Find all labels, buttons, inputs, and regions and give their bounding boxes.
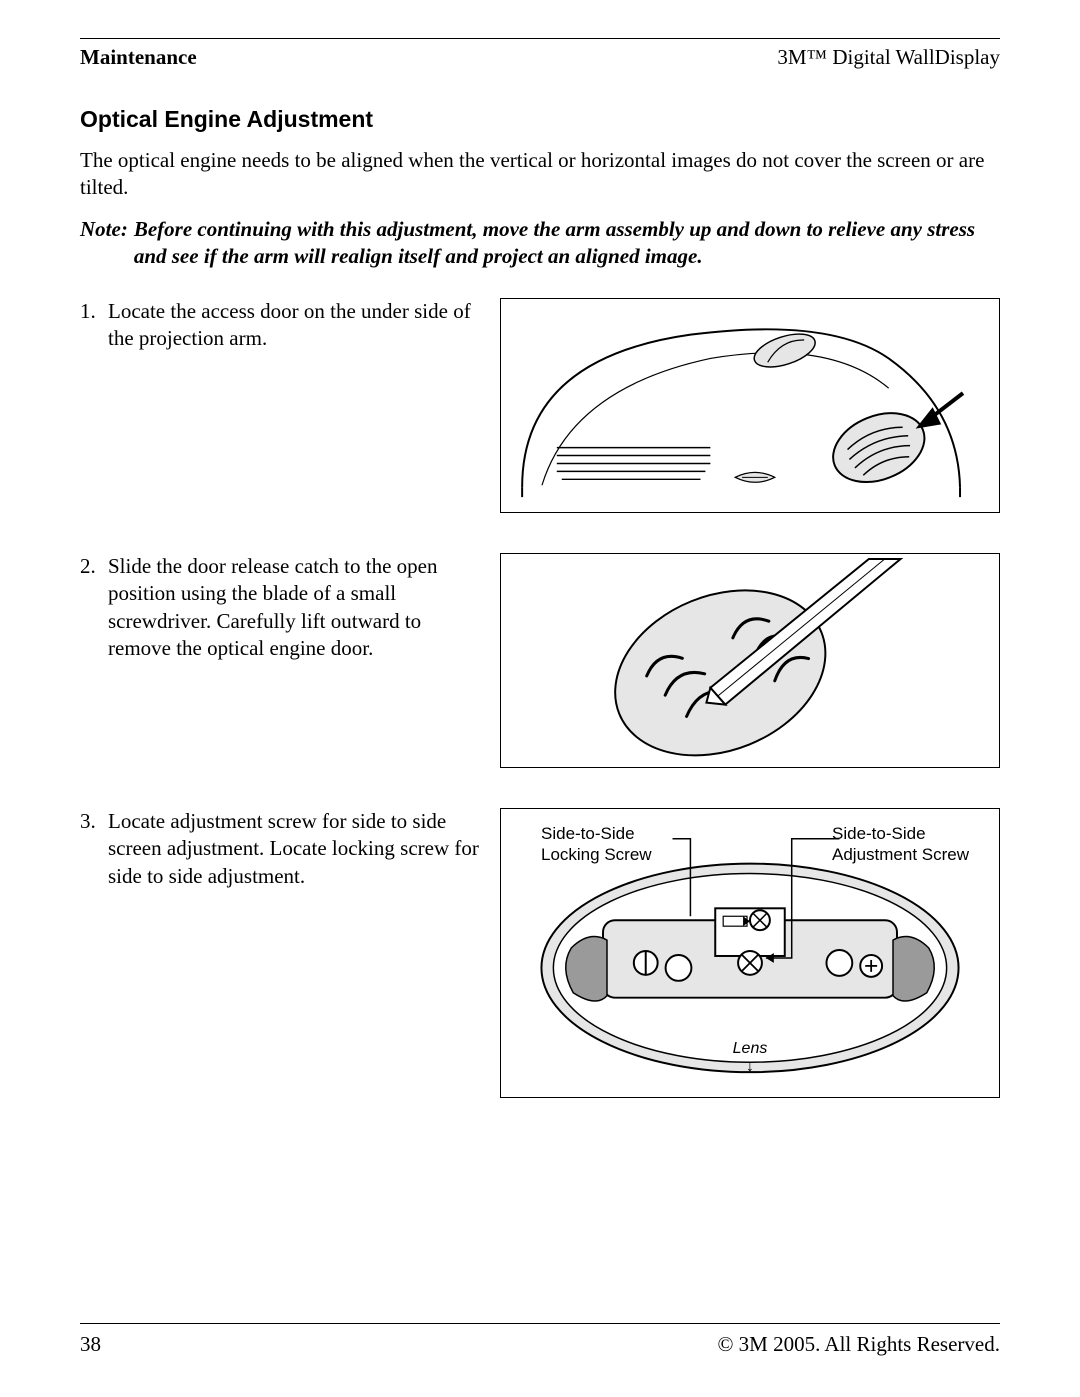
note-block: Note: Before continuing with this adjust…: [80, 216, 1000, 271]
figure-3: Side-to-Side Locking Screw Side-to-Side …: [500, 808, 1000, 1098]
figure-2: [500, 553, 1000, 768]
section-title: Optical Engine Adjustment: [80, 106, 1000, 133]
step-2: 2. Slide the door release catch to the o…: [80, 553, 1000, 768]
figure-3-right-label: Side-to-Side Adjustment Screw: [832, 823, 969, 866]
note-label: Note:: [80, 216, 134, 271]
figure-3-lens-label: Lens ↓: [501, 1040, 999, 1075]
step-1-number: 1.: [80, 298, 108, 353]
step-2-number: 2.: [80, 553, 108, 662]
copyright: © 3M 2005. All Rights Reserved.: [717, 1332, 1000, 1357]
step-3-number: 3.: [80, 808, 108, 890]
step-1-text: Locate the access door on the under side…: [108, 298, 480, 353]
header-section: Maintenance: [80, 45, 197, 70]
step-3: 3. Locate adjustment screw for side to s…: [80, 808, 1000, 1098]
figure-3-left-label: Side-to-Side Locking Screw: [541, 823, 652, 866]
intro-paragraph: The optical engine needs to be aligned w…: [80, 147, 1000, 202]
header-product: 3M™ Digital WallDisplay: [777, 45, 1000, 70]
figure-1: [500, 298, 1000, 513]
note-text: Before continuing with this adjustment, …: [134, 216, 1000, 271]
step-3-text: Locate adjustment screw for side to side…: [108, 808, 480, 890]
step-2-text: Slide the door release catch to the open…: [108, 553, 480, 662]
page-number: 38: [80, 1332, 101, 1357]
step-1: 1. Locate the access door on the under s…: [80, 298, 1000, 513]
